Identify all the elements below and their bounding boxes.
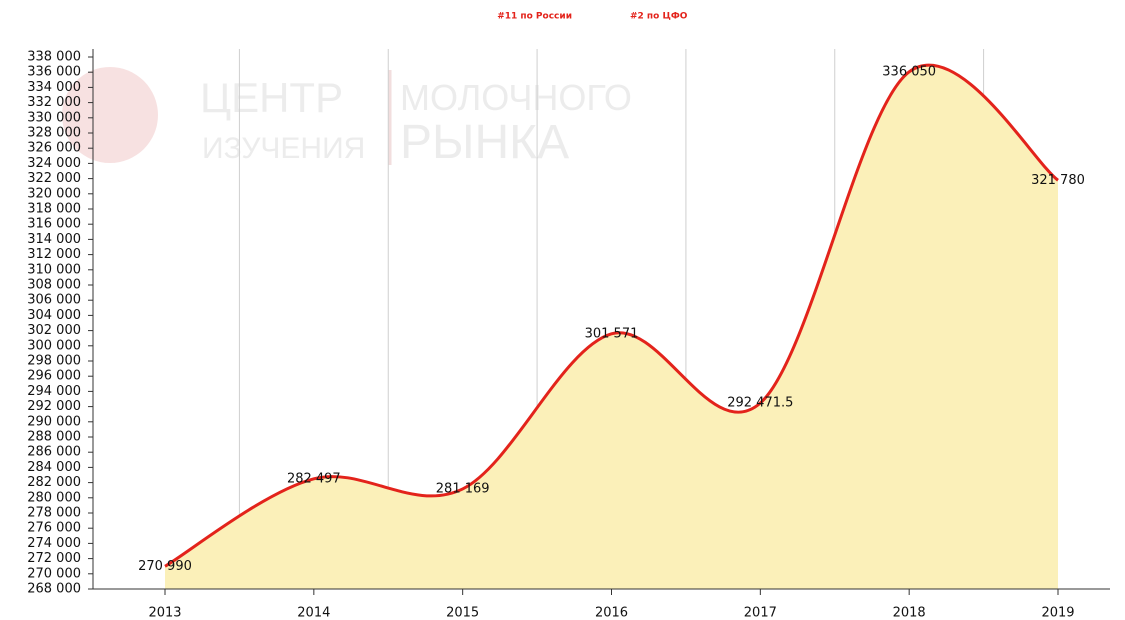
y-tick-label: 310 000 (27, 262, 81, 277)
y-tick-label: 330 000 (27, 110, 81, 125)
area (165, 65, 1058, 589)
y-tick-label: 274 000 (27, 536, 81, 551)
y-tick-label: 294 000 (27, 384, 81, 399)
y-tick-label: 304 000 (27, 308, 81, 323)
watermark-text: РЫНКА (400, 116, 569, 169)
data-label: 336 050 (882, 64, 936, 79)
data-label: 281 169 (436, 481, 490, 496)
y-tick-label: 276 000 (27, 521, 81, 536)
y-tick-label: 314 000 (27, 232, 81, 247)
data-label: 270 990 (138, 559, 192, 574)
y-tick-label: 268 000 (27, 582, 81, 597)
y-tick-label: 296 000 (27, 369, 81, 384)
y-tick-label: 288 000 (27, 430, 81, 445)
y-tick-label: 320 000 (27, 186, 81, 201)
y-tick-label: 324 000 (27, 156, 81, 171)
x-tick-label: 2013 (148, 606, 181, 620)
y-tick-label: 278 000 (27, 506, 81, 521)
y-tick-label: 272 000 (27, 551, 81, 566)
data-label: 282 497 (287, 471, 341, 486)
y-tick-label: 316 000 (27, 217, 81, 232)
y-tick-label: 334 000 (27, 80, 81, 95)
y-tick-label: 308 000 (27, 278, 81, 293)
watermark-text: МОЛОЧНОГО (400, 77, 632, 118)
y-tick-label: 270 000 (27, 566, 81, 581)
x-tick-label: 2017 (744, 606, 777, 620)
y-tick-label: 318 000 (27, 202, 81, 217)
y-tick-label: 328 000 (27, 126, 81, 141)
line (164, 63, 1059, 568)
x-tick-label: 2019 (1041, 606, 1074, 620)
x-tick-label: 2014 (297, 606, 330, 620)
y-tick-label: 282 000 (27, 475, 81, 490)
y-tick-label: 280 000 (27, 490, 81, 505)
watermark-logo (62, 67, 158, 163)
x-tick-label: 2015 (446, 606, 479, 620)
y-tick-label: 322 000 (27, 171, 81, 186)
watermark-text: ЦЕНТР (200, 74, 343, 121)
y-tick-label: 338 000 (27, 50, 81, 65)
data-label: 321 780 (1031, 173, 1085, 188)
y-tick-label: 298 000 (27, 354, 81, 369)
y-tick-label: 332 000 (27, 95, 81, 110)
watermark-text: ИЗУЧЕНИЯ (202, 132, 365, 165)
subtitle: #11 по России (497, 12, 572, 22)
y-tick-label: 336 000 (27, 65, 81, 80)
y-tick-label: 284 000 (27, 460, 81, 475)
data-label: 301 571 (585, 326, 639, 341)
subtitle: #2 по ЦФО (630, 12, 688, 22)
y-tick-label: 326 000 (27, 141, 81, 156)
x-tick-label: 2016 (595, 606, 628, 620)
y-tick-label: 286 000 (27, 445, 81, 460)
data-label: 292 471.5 (727, 396, 793, 411)
y-tick-label: 292 000 (27, 399, 81, 414)
y-tick-label: 306 000 (27, 293, 81, 308)
y-tick-label: 312 000 (27, 247, 81, 262)
y-tick-label: 300 000 (27, 338, 81, 353)
y-tick-label: 302 000 (27, 323, 81, 338)
watermark: ЦЕНТР ИЗУЧЕНИЯ МОЛОЧНОГО РЫНКА (62, 67, 632, 169)
y-tick-label: 290 000 (27, 414, 81, 429)
x-tick-label: 2018 (893, 606, 926, 620)
